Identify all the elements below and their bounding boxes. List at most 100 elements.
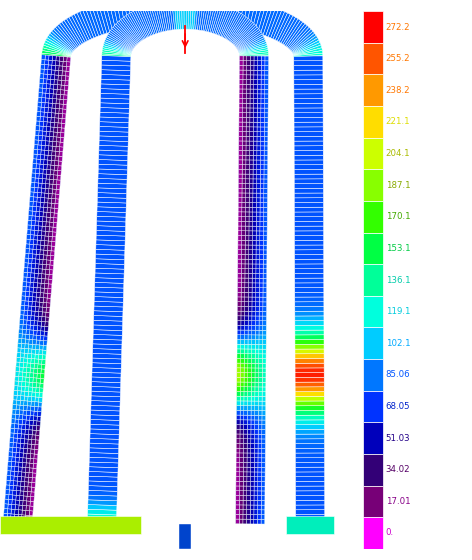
Polygon shape xyxy=(22,334,26,339)
Polygon shape xyxy=(38,359,42,364)
Polygon shape xyxy=(28,430,33,435)
Polygon shape xyxy=(34,445,39,450)
Polygon shape xyxy=(246,505,250,510)
Polygon shape xyxy=(27,363,31,368)
Polygon shape xyxy=(41,236,45,241)
Polygon shape xyxy=(172,0,177,24)
Polygon shape xyxy=(246,179,249,184)
Polygon shape xyxy=(50,265,53,270)
Polygon shape xyxy=(54,123,58,128)
Polygon shape xyxy=(240,420,244,424)
Polygon shape xyxy=(58,80,61,85)
Polygon shape xyxy=(239,141,268,146)
Polygon shape xyxy=(25,249,29,254)
Polygon shape xyxy=(260,222,263,226)
Polygon shape xyxy=(258,416,262,420)
Polygon shape xyxy=(101,69,130,76)
Polygon shape xyxy=(265,94,268,99)
Polygon shape xyxy=(51,198,55,203)
Polygon shape xyxy=(243,99,246,103)
Polygon shape xyxy=(47,69,51,74)
Polygon shape xyxy=(22,291,51,298)
Polygon shape xyxy=(233,22,254,45)
Polygon shape xyxy=(260,259,263,264)
Polygon shape xyxy=(239,155,242,160)
Polygon shape xyxy=(239,108,268,113)
Polygon shape xyxy=(245,217,249,221)
Polygon shape xyxy=(236,510,239,515)
Polygon shape xyxy=(42,264,46,269)
Polygon shape xyxy=(53,137,57,142)
Polygon shape xyxy=(243,481,247,486)
Polygon shape xyxy=(50,84,54,89)
Polygon shape xyxy=(24,263,28,268)
Polygon shape xyxy=(247,453,251,458)
Polygon shape xyxy=(261,458,265,463)
Polygon shape xyxy=(254,434,258,439)
Polygon shape xyxy=(17,352,46,360)
Polygon shape xyxy=(251,472,254,477)
Polygon shape xyxy=(101,60,131,66)
Polygon shape xyxy=(242,221,245,226)
Polygon shape xyxy=(251,482,254,486)
Polygon shape xyxy=(243,108,246,113)
Polygon shape xyxy=(20,315,24,320)
Polygon shape xyxy=(14,472,18,477)
Polygon shape xyxy=(263,273,267,278)
Polygon shape xyxy=(237,302,241,306)
Polygon shape xyxy=(237,335,266,340)
Polygon shape xyxy=(97,193,126,198)
Polygon shape xyxy=(254,60,258,66)
Polygon shape xyxy=(184,0,186,29)
Polygon shape xyxy=(248,297,252,302)
Polygon shape xyxy=(90,424,119,430)
Polygon shape xyxy=(16,491,20,496)
Polygon shape xyxy=(295,372,324,377)
Polygon shape xyxy=(262,349,266,354)
Polygon shape xyxy=(237,283,267,288)
Polygon shape xyxy=(237,344,241,349)
Polygon shape xyxy=(29,330,34,335)
Polygon shape xyxy=(239,146,242,151)
Polygon shape xyxy=(237,382,266,387)
Polygon shape xyxy=(54,165,58,170)
Polygon shape xyxy=(258,510,261,515)
Polygon shape xyxy=(236,401,266,406)
Polygon shape xyxy=(20,396,25,401)
Polygon shape xyxy=(246,510,250,515)
Polygon shape xyxy=(255,330,259,335)
Polygon shape xyxy=(295,316,324,321)
Polygon shape xyxy=(257,103,261,108)
Polygon shape xyxy=(236,430,265,434)
Polygon shape xyxy=(43,126,47,131)
Polygon shape xyxy=(25,515,29,520)
Polygon shape xyxy=(90,429,119,435)
Polygon shape xyxy=(33,330,37,335)
Polygon shape xyxy=(236,496,265,501)
Polygon shape xyxy=(239,117,268,122)
Polygon shape xyxy=(110,29,135,48)
Polygon shape xyxy=(254,500,258,505)
Polygon shape xyxy=(25,301,29,306)
Polygon shape xyxy=(254,477,258,482)
Polygon shape xyxy=(42,307,46,312)
Polygon shape xyxy=(36,121,65,128)
Polygon shape xyxy=(17,438,21,444)
Polygon shape xyxy=(237,339,266,344)
Polygon shape xyxy=(239,500,243,505)
Polygon shape xyxy=(275,13,290,41)
Polygon shape xyxy=(295,415,324,420)
Polygon shape xyxy=(249,236,253,240)
Polygon shape xyxy=(214,0,221,25)
Polygon shape xyxy=(101,79,130,85)
Polygon shape xyxy=(252,330,255,335)
Polygon shape xyxy=(253,132,257,137)
Polygon shape xyxy=(51,241,55,246)
Polygon shape xyxy=(102,50,131,55)
Polygon shape xyxy=(57,175,61,180)
Polygon shape xyxy=(295,226,324,231)
Polygon shape xyxy=(97,216,126,222)
Polygon shape xyxy=(245,287,248,292)
Polygon shape xyxy=(10,475,14,480)
Polygon shape xyxy=(52,236,56,241)
